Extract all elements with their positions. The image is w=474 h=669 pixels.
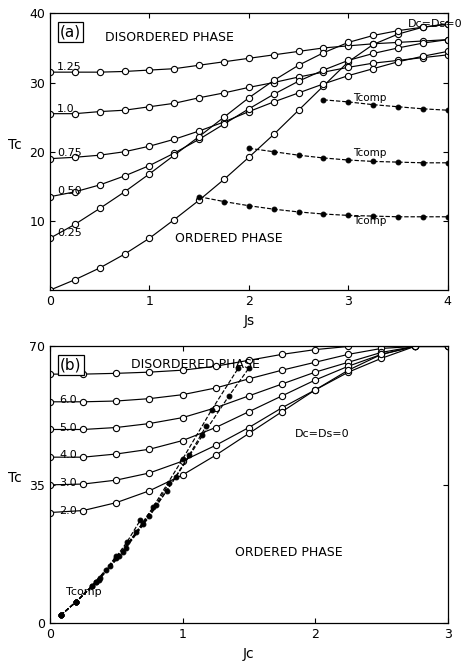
Text: 7.0: 7.0 <box>59 367 77 377</box>
Text: Dc=Ds=0: Dc=Ds=0 <box>295 429 350 440</box>
Text: 2.0: 2.0 <box>59 506 77 516</box>
Text: 6.0: 6.0 <box>59 395 77 405</box>
Text: 5.0: 5.0 <box>59 423 77 433</box>
Text: (a): (a) <box>60 24 81 39</box>
Text: Tcomp: Tcomp <box>66 587 101 597</box>
Text: ORDERED PHASE: ORDERED PHASE <box>235 546 342 559</box>
Text: Tcomp: Tcomp <box>353 93 387 103</box>
Text: 3.0: 3.0 <box>59 478 77 488</box>
Text: 1.25: 1.25 <box>57 62 82 72</box>
Text: Tcomp: Tcomp <box>353 216 387 226</box>
Text: Dc=Ds=0: Dc=Ds=0 <box>408 19 463 29</box>
Y-axis label: Tc: Tc <box>9 138 22 152</box>
Text: 0.75: 0.75 <box>57 148 82 158</box>
Text: 0.50: 0.50 <box>57 186 82 196</box>
Text: DISORDERED PHASE: DISORDERED PHASE <box>105 31 234 44</box>
Text: DISORDERED PHASE: DISORDERED PHASE <box>131 358 260 371</box>
Text: ORDERED PHASE: ORDERED PHASE <box>175 231 283 245</box>
X-axis label: Js: Js <box>243 314 255 328</box>
Text: Tcomp: Tcomp <box>353 148 387 158</box>
Text: 1.0: 1.0 <box>57 104 74 114</box>
Text: (b): (b) <box>60 357 82 373</box>
Text: 0.25: 0.25 <box>57 227 82 237</box>
Y-axis label: Tc: Tc <box>9 471 22 485</box>
Text: 4.0: 4.0 <box>59 450 77 460</box>
X-axis label: Jc: Jc <box>243 647 255 661</box>
